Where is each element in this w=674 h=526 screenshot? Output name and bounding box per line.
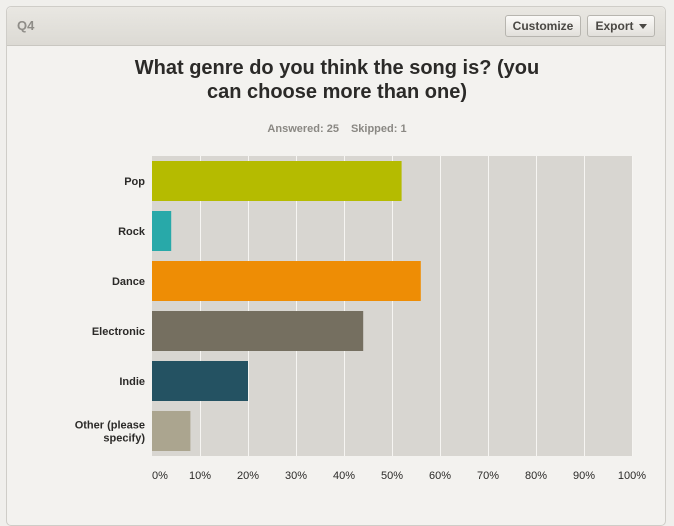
x-tick-label-70: 70%	[477, 470, 499, 482]
category-label-5-line1: specify)	[103, 433, 145, 445]
export-button[interactable]: Export	[587, 15, 655, 37]
question-title-line2: can choose more than one)	[206, 81, 468, 103]
bar-5	[152, 411, 191, 451]
x-tick-label-10: 10%	[189, 470, 211, 482]
x-tick-label-40: 40%	[333, 470, 355, 482]
export-label: Export	[595, 19, 634, 33]
caret-down-icon	[638, 23, 647, 29]
x-tick-label-50: 50%	[381, 470, 403, 482]
x-tick-label-80: 80%	[525, 470, 547, 482]
category-label-0: Pop	[124, 176, 145, 188]
x-tick-label-20: 20%	[237, 470, 259, 482]
bar-1	[152, 211, 172, 251]
response-stats: Answered: 25 Skipped: 1	[0, 123, 674, 135]
question-title: What genre do you think the song is? (yo…	[0, 56, 674, 104]
bar-2	[152, 261, 421, 301]
category-label-5-line0: Other (please	[75, 420, 145, 432]
bar-3	[152, 311, 364, 351]
category-label-2: Dance	[112, 276, 145, 288]
panel-header: Q4 Customize Export	[7, 7, 665, 46]
question-number: Q4	[17, 18, 35, 33]
category-label-4: Indie	[119, 376, 145, 388]
bar-0	[152, 161, 402, 201]
bar-4	[152, 361, 248, 401]
question-title-line1: What genre do you think the song is? (yo…	[134, 57, 540, 79]
skipped-count: Skipped: 1	[350, 123, 407, 135]
category-label-3: Electronic	[92, 326, 145, 338]
customize-button[interactable]: Customize	[505, 15, 581, 37]
x-tick-label-60: 60%	[429, 470, 451, 482]
x-tick-label-0: 0%	[152, 470, 168, 482]
answered-count: Answered: 25	[267, 123, 339, 135]
category-label-1: Rock	[118, 226, 146, 238]
x-tick-label-100: 100%	[618, 470, 646, 482]
x-tick-label-90: 90%	[573, 470, 595, 482]
x-tick-label-30: 30%	[285, 470, 307, 482]
